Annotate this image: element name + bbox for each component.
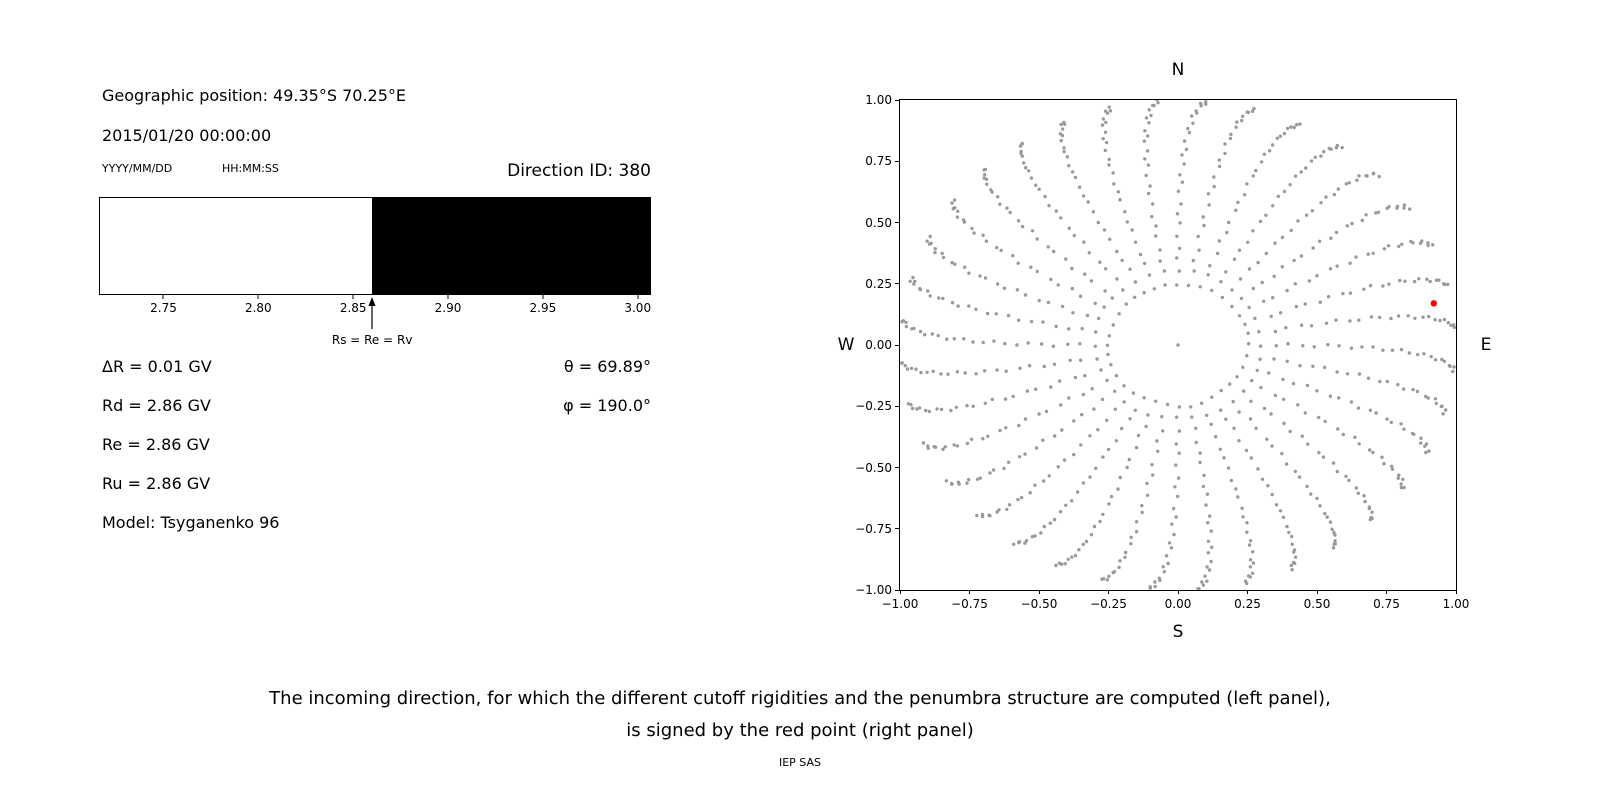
scatter-ytick-marks bbox=[895, 99, 899, 591]
direction-scatter-svg bbox=[900, 100, 1456, 590]
tick-label: 2.75 bbox=[150, 301, 177, 315]
tick-mark bbox=[899, 590, 901, 594]
cutoff-arrow-label: Rs = Re = Rv bbox=[331, 333, 413, 347]
datetime-value: 2015/01/20 00:00:00 bbox=[102, 126, 272, 145]
tick-label: 2.80 bbox=[244, 301, 272, 315]
model-name: Model: Tsyganenko 96 bbox=[102, 513, 280, 532]
tick-mark bbox=[895, 222, 899, 223]
date-format-label: YYYY/MM/DD bbox=[102, 162, 173, 175]
penumbra-bar bbox=[99, 197, 651, 295]
tick-mark bbox=[895, 160, 899, 162]
tick-label: 2.95 bbox=[529, 301, 557, 315]
tick-label: −0.75 bbox=[855, 521, 892, 536]
tick-label: 0.00 bbox=[1164, 597, 1192, 611]
compass-south-label: S bbox=[1172, 622, 1184, 642]
geographic-position: Geographic position: 49.35°S 70.25°E bbox=[102, 86, 407, 105]
tick-mark bbox=[969, 590, 970, 594]
ru-value: Ru = 2.86 GV bbox=[102, 474, 211, 493]
figure-caption: The incoming direction, for which the di… bbox=[0, 688, 1600, 769]
caption-line-1: The incoming direction, for which the di… bbox=[269, 688, 1331, 709]
compass-west-label: W bbox=[837, 335, 855, 355]
tick-mark bbox=[895, 589, 899, 591]
compass-north-label: N bbox=[1171, 60, 1185, 80]
tick-label: −1.00 bbox=[855, 583, 892, 597]
tick-mark bbox=[1386, 590, 1387, 594]
up-arrow-icon bbox=[368, 297, 376, 329]
tick-mark bbox=[895, 405, 899, 407]
re-value: Re = 2.86 GV bbox=[102, 435, 210, 454]
delta-r-value: ΔR = 0.01 GV bbox=[102, 357, 212, 376]
tick-mark bbox=[895, 467, 899, 468]
credit-label: IEP SAS bbox=[778, 756, 822, 769]
tick-mark bbox=[895, 528, 899, 530]
rd-value: Rd = 2.86 GV bbox=[102, 396, 211, 415]
scatter-xtick-marks bbox=[899, 590, 1457, 595]
tick-label: 0.50 bbox=[1303, 597, 1331, 611]
tick-label: 0.00 bbox=[865, 338, 892, 352]
tick-label: 0.75 bbox=[865, 154, 892, 169]
tick-label: −0.50 bbox=[855, 460, 892, 475]
red-point-marker bbox=[1430, 300, 1437, 307]
tick-label: 0.50 bbox=[865, 215, 892, 230]
direction-id: Direction ID: 380 bbox=[507, 161, 651, 181]
cutoff-arrow bbox=[365, 296, 379, 330]
tick-mark bbox=[257, 295, 259, 299]
tick-mark bbox=[1316, 590, 1318, 594]
tick-label: 0.25 bbox=[865, 276, 892, 291]
tick-mark bbox=[1108, 590, 1109, 594]
tick-mark bbox=[447, 295, 449, 299]
tick-label: 2.90 bbox=[434, 301, 462, 315]
tick-mark bbox=[637, 295, 639, 299]
tick-label: −0.25 bbox=[1090, 597, 1127, 611]
tick-label: 1.00 bbox=[865, 93, 892, 107]
tick-mark bbox=[1038, 590, 1040, 594]
tick-mark bbox=[162, 295, 164, 299]
caption-line-2: is signed by the red point (right panel) bbox=[626, 720, 974, 741]
time-format-label: HH:MM:SS bbox=[222, 162, 279, 175]
tick-label: 0.75 bbox=[1373, 597, 1400, 611]
tick-label: −0.25 bbox=[855, 399, 892, 414]
tick-label: −1.00 bbox=[881, 597, 919, 611]
tick-label: 0.25 bbox=[1234, 597, 1261, 611]
scatter-ytick-labels: 1.00 0.75 0.50 0.25 0.00 −0.25 −0.50 −0.75 −1.00 bbox=[796, 93, 892, 597]
tick-mark bbox=[352, 295, 354, 299]
tick-mark bbox=[1247, 590, 1248, 594]
tick-label: 3.00 bbox=[624, 301, 652, 315]
tick-mark bbox=[542, 295, 544, 299]
tick-mark bbox=[895, 344, 899, 346]
tick-label: 1.00 bbox=[1442, 597, 1470, 611]
compass-east-label: E bbox=[1480, 335, 1492, 355]
penumbra-chart: 2.75 2.80 2.85 2.90 2.95 3.00 Rs = Re = Rv bbox=[99, 197, 651, 357]
phi-value: φ = 190.0° bbox=[563, 396, 651, 415]
tick-mark bbox=[895, 283, 899, 285]
tick-mark bbox=[1177, 590, 1179, 594]
tick-label: −0.50 bbox=[1020, 597, 1058, 611]
penumbra-black-segment bbox=[372, 198, 650, 294]
direction-dots bbox=[900, 100, 1456, 590]
direction-plot bbox=[899, 99, 1457, 591]
theta-value: θ = 69.89° bbox=[563, 357, 651, 376]
tick-label: −0.75 bbox=[951, 597, 988, 611]
tick-mark bbox=[1455, 590, 1457, 594]
penumbra-xticks: 2.75 2.80 2.85 2.90 2.95 3.00 bbox=[99, 295, 651, 319]
tick-label: 2.85 bbox=[339, 301, 367, 315]
scatter-xtick-labels: −1.00 −0.75 −0.50 −0.25 0.00 0.25 0.50 0.75 1.00 bbox=[882, 597, 1470, 613]
tick-mark bbox=[895, 99, 899, 101]
